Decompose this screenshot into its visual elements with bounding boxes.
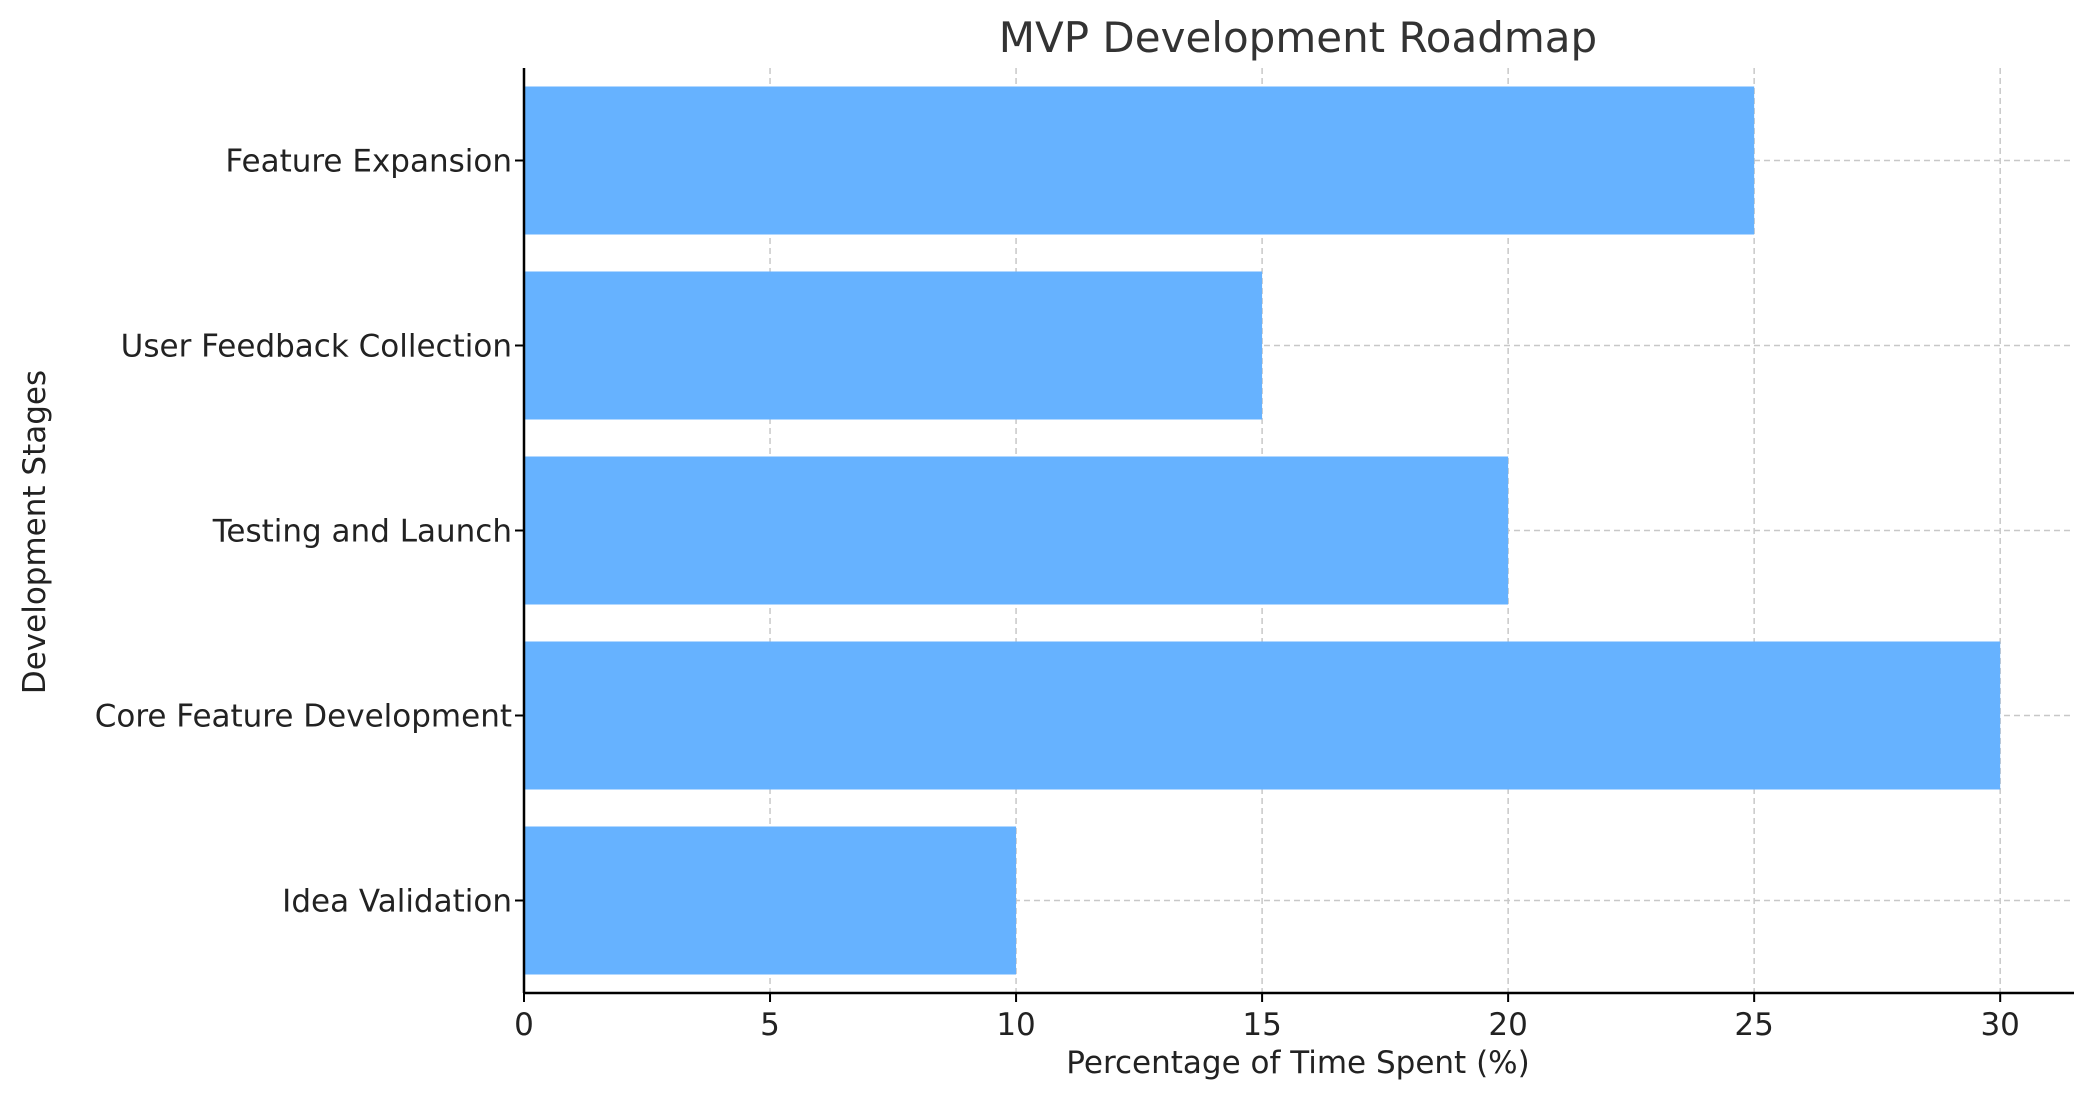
y-axis-label: Development Stages bbox=[17, 370, 53, 694]
x-tick-label-30: 30 bbox=[1980, 1007, 2019, 1043]
x-tick-label-10: 10 bbox=[996, 1007, 1035, 1043]
bar-feature-expansion bbox=[524, 86, 1755, 235]
ticks-layer: 0 5 10 15 20 25 30 Idea Validation Core Feature … bbox=[95, 144, 2020, 1044]
y-tick-label-feature-expansion: Feature Expansion bbox=[225, 144, 512, 180]
y-tick-label-testing-and-launch: Testing and Launch bbox=[212, 514, 512, 550]
x-tick-label-15: 15 bbox=[1242, 1007, 1281, 1043]
bars-layer bbox=[524, 86, 2001, 975]
bar-testing-and-launch bbox=[524, 456, 1509, 605]
x-tick-label-25: 25 bbox=[1734, 1007, 1773, 1043]
y-tick-label-idea-validation: Idea Validation bbox=[282, 884, 512, 920]
chart-title: MVP Development Roadmap bbox=[999, 13, 1597, 62]
x-axis-label: Percentage of Time Spent (%) bbox=[1066, 1045, 1529, 1081]
x-tick-label-5: 5 bbox=[760, 1007, 780, 1043]
x-tick-label-20: 20 bbox=[1488, 1007, 1527, 1043]
bar-core-feature-development bbox=[524, 641, 2001, 790]
bar-user-feedback-collection bbox=[524, 271, 1263, 420]
y-tick-label-user-feedback-collection: User Feedback Collection bbox=[121, 329, 512, 365]
x-tick-label-0: 0 bbox=[514, 1007, 534, 1043]
y-tick-label-core-feature-development: Core Feature Development bbox=[95, 699, 512, 735]
bar-idea-validation bbox=[524, 826, 1017, 975]
